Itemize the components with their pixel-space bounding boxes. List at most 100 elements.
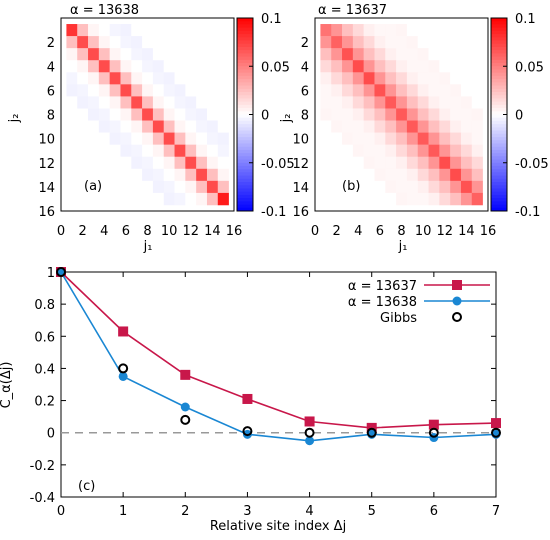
heatmap-cell [217, 156, 229, 170]
heatmap-cell [98, 108, 110, 121]
heatmap-cell [460, 168, 473, 182]
heatmap-cell [98, 36, 110, 49]
heatmap-cell [320, 180, 332, 194]
heatmap-cell [66, 96, 78, 109]
heatmap-cell [460, 120, 473, 133]
colorbar-swatch [237, 56, 253, 61]
heatmap-cell [363, 24, 375, 37]
heatmap-cell [185, 96, 197, 109]
heatmap-cell [77, 132, 89, 145]
colorbar-swatch [491, 24, 507, 29]
colorbar-swatch [491, 204, 507, 209]
heatmap-cell [77, 108, 89, 121]
heatmap-cell [450, 120, 462, 133]
heatmap-cell [417, 96, 429, 109]
x-tick-label: 6 [122, 224, 130, 239]
heatmap-a-x-ticks: 0 2 4 6 8 10 12 14 16 [57, 224, 242, 239]
heatmap-cell [342, 132, 354, 145]
heatmap-cell [206, 156, 219, 170]
heatmap-cell [460, 180, 473, 194]
colorbar-b: 0.1 0.05 0 -0.05 -0.1 [490, 12, 549, 220]
series-line [60, 271, 497, 429]
colorbar-swatch [237, 185, 253, 189]
heatmap-cell [396, 36, 408, 49]
heatmap-cell [196, 192, 208, 206]
y-tick-label: 0.4 [34, 362, 55, 377]
colorbar-swatch [237, 156, 253, 160]
heatmap-cell [439, 144, 451, 158]
heatmap-cell [109, 180, 121, 194]
colorbar-tick-label: 0.05 [515, 60, 544, 75]
heatmap-cell [428, 168, 440, 182]
heatmap-cell [320, 96, 332, 109]
colorbar-swatch [237, 172, 253, 177]
heatmap-cell [77, 24, 89, 37]
colorbar-swatch [237, 162, 253, 167]
x-tick-label: 16 [226, 224, 243, 239]
colorbar-swatch [237, 124, 253, 128]
heatmap-cell [320, 36, 332, 49]
heatmap-cell [439, 168, 451, 182]
heatmap-a-y-label: j₂ [7, 114, 22, 124]
heatmap-cell [363, 120, 375, 133]
colorbar-swatch [237, 175, 253, 180]
colorbar-swatch [491, 117, 507, 122]
heatmap-cell [88, 132, 100, 145]
heatmap-cell [331, 84, 343, 97]
heatmap-cell [460, 108, 473, 121]
colorbar-swatch [237, 85, 253, 90]
heatmap-cell [406, 144, 419, 158]
heatmap-cell [217, 180, 229, 194]
y-tick-label: 14 [292, 181, 309, 196]
heatmap-cell [396, 144, 408, 158]
heatmap-b-y-label: j₂ [279, 114, 294, 124]
heatmap-cell [428, 60, 440, 73]
heatmap-cell [320, 192, 332, 206]
legend-marker [452, 280, 462, 290]
heatmap-cell [131, 108, 143, 121]
colorbar-swatch [237, 146, 253, 151]
x-tick-label: 16 [480, 224, 497, 239]
heatmap-cell [385, 48, 397, 61]
heatmap-cell [98, 144, 110, 158]
heatmap-cell [471, 132, 483, 145]
heatmap-cell [196, 168, 208, 182]
heatmap-cell [342, 120, 354, 133]
heatmap-cell [131, 60, 143, 73]
colorbar-swatch [491, 124, 507, 128]
heatmap-cell [342, 24, 354, 37]
heatmap-cell [77, 36, 89, 49]
heatmap-cell [385, 36, 397, 49]
heatmap-cell [374, 132, 386, 145]
heatmap-cell [342, 36, 354, 49]
heatmap-cell [320, 72, 332, 85]
y-tick-label: 8 [47, 109, 55, 124]
heatmap-cell [152, 36, 165, 49]
heatmap-cell [206, 36, 219, 49]
heatmap-cell [331, 120, 343, 133]
heatmap-cell [66, 120, 78, 133]
x-tick-label: 7 [492, 504, 500, 519]
x-tick-label: 0 [57, 224, 65, 239]
heatmap-cell [439, 132, 451, 145]
heatmap-cell [406, 168, 419, 182]
heatmap-cell [217, 24, 229, 37]
heatmap-cell [439, 108, 451, 121]
heatmap-cell [342, 192, 354, 206]
heatmap-cell [98, 24, 110, 37]
heatmap-cell [77, 156, 89, 170]
heatmap-cell [217, 144, 229, 158]
colorbar-swatch [491, 159, 507, 164]
colorbar-swatch [491, 82, 507, 86]
heatmap-cell [131, 132, 143, 145]
heatmap-cell [185, 84, 197, 97]
colorbar-swatch [237, 127, 253, 131]
colorbar-swatch [237, 72, 253, 77]
heatmap-cell [77, 96, 89, 109]
heatmap-cell [174, 156, 186, 170]
heatmap-cell [131, 72, 143, 85]
heatmap-cell [450, 84, 462, 97]
heatmap-cell [217, 168, 229, 182]
heatmap-cell [196, 120, 208, 133]
